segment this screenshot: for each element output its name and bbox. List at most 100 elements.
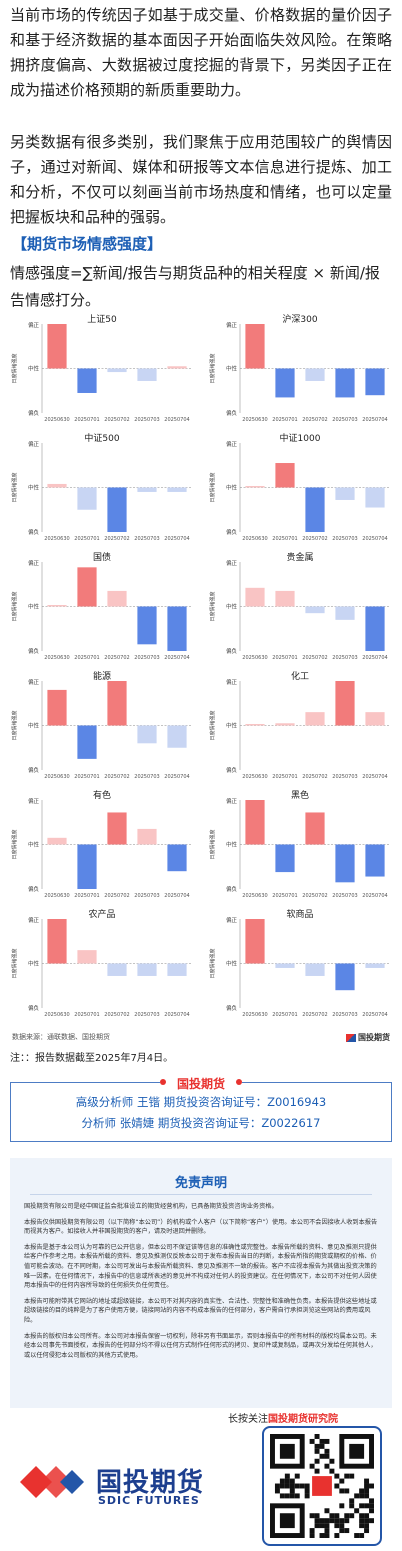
bar bbox=[47, 919, 67, 964]
analyst-header-title: 国投期货 bbox=[176, 1077, 225, 1091]
qr-module bbox=[324, 1438, 330, 1444]
y-tick-bottom: 偏负 bbox=[28, 647, 40, 655]
qr-module bbox=[314, 1518, 320, 1524]
y-tick-top: 偏正 bbox=[226, 797, 238, 805]
bar bbox=[335, 844, 355, 883]
bar bbox=[275, 963, 295, 968]
x-tick-label: 20250703 bbox=[332, 1012, 357, 1018]
qr-module bbox=[319, 1523, 325, 1529]
chart-panel: 偏正 中性 偏负 日度情绪强度 20250630 20250701 20250702 2025… bbox=[206, 667, 394, 783]
chart-title: 农产品 bbox=[88, 910, 116, 920]
y-axis-title: 日度情绪强度 bbox=[209, 591, 216, 621]
bar bbox=[335, 368, 355, 398]
qr-module bbox=[339, 1528, 345, 1534]
chart-title: 贵金属 bbox=[286, 553, 314, 563]
brand-diamond-icon bbox=[20, 1466, 84, 1498]
qr-module bbox=[359, 1513, 365, 1519]
qr-module bbox=[364, 1478, 370, 1484]
bar bbox=[77, 844, 97, 889]
bar bbox=[47, 689, 67, 726]
dot-left-icon bbox=[160, 1079, 166, 1085]
bar bbox=[107, 487, 127, 532]
bar bbox=[335, 681, 355, 726]
qr-module bbox=[344, 1528, 350, 1534]
qr-module bbox=[309, 1438, 315, 1444]
x-tick-label: 20250702 bbox=[302, 536, 327, 542]
chart-panel: 偏正 中性 偏负 日度情绪强度 20250630 20250701 20250702 2025… bbox=[8, 310, 196, 426]
bar bbox=[137, 606, 157, 645]
footer: 长按关注国投期货研究院 国投期货 SDIC FUTURES bbox=[0, 1410, 402, 1551]
qr-module bbox=[354, 1533, 360, 1538]
qr-module bbox=[334, 1533, 340, 1538]
qr-module bbox=[329, 1518, 335, 1524]
bar bbox=[107, 681, 127, 726]
x-tick-label: 20250701 bbox=[272, 536, 297, 542]
x-tick-label: 20250703 bbox=[134, 774, 159, 780]
x-tick-label: 20250630 bbox=[44, 893, 69, 899]
y-tick-mid: 中性 bbox=[226, 365, 238, 373]
bar bbox=[137, 368, 157, 381]
qr-module bbox=[294, 1483, 300, 1489]
qr-module bbox=[369, 1483, 374, 1489]
x-tick-label: 20250630 bbox=[242, 1012, 267, 1018]
chart-panel: 偏正 中性 偏负 日度情绪强度 20250630 20250701 20250702 2025… bbox=[206, 548, 394, 664]
qr-module bbox=[349, 1498, 355, 1504]
chart-title: 上证50 bbox=[87, 315, 117, 325]
chart-panel: 偏正 中性 偏负 日度情绪强度 20250630 20250701 20250702 2025… bbox=[206, 905, 394, 1021]
qr-module bbox=[314, 1448, 320, 1454]
x-tick-label: 20250701 bbox=[272, 655, 297, 661]
analyst-senior: 高级分析师 王锴 期货投资咨询证号：Z0016943 bbox=[75, 1095, 327, 1109]
qr-module bbox=[344, 1518, 350, 1524]
chart-panel: 偏正 中性 偏负 日度情绪强度 20250630 20250701 20250702 2025… bbox=[206, 310, 394, 426]
bar bbox=[107, 963, 127, 976]
qr-module bbox=[284, 1473, 290, 1479]
x-tick-label: 20250702 bbox=[302, 655, 327, 661]
qr-module bbox=[364, 1483, 370, 1489]
qr-module bbox=[289, 1478, 295, 1484]
chart-panel: 偏正 中性 偏负 日度情绪强度 20250630 20250701 20250702 2025… bbox=[8, 667, 196, 783]
qr-module bbox=[364, 1523, 370, 1529]
x-tick-label: 20250704 bbox=[362, 893, 387, 899]
bar bbox=[275, 723, 295, 726]
y-axis-title: 日度情绪强度 bbox=[11, 591, 18, 621]
x-tick-label: 20250702 bbox=[104, 1012, 129, 1018]
y-tick-top: 偏正 bbox=[28, 797, 40, 805]
qr-module bbox=[324, 1523, 330, 1529]
y-tick-top: 偏正 bbox=[28, 321, 40, 329]
x-tick-label: 20250630 bbox=[242, 417, 267, 423]
analyst-box: 高级分析师 王锴 期货投资咨询证号：Z0016943 分析师 张婧婕 期货投资咨… bbox=[10, 1082, 392, 1142]
intro-paragraph-2: 另类数据有很多类别，我们聚焦于应用范围较广的舆情因子，通过对新闻、媒体和研报等文… bbox=[10, 133, 392, 226]
chart-title: 化工 bbox=[290, 672, 309, 682]
y-axis-title: 日度情绪强度 bbox=[209, 948, 216, 978]
x-tick-label: 20250701 bbox=[74, 1012, 99, 1018]
bar bbox=[77, 725, 97, 759]
qr-code-icon[interactable] bbox=[270, 1434, 374, 1538]
chart-panel: 偏正 中性 偏负 日度情绪强度 20250630 20250701 20250702 2025… bbox=[206, 429, 394, 545]
qr-module bbox=[354, 1508, 360, 1514]
x-tick-label: 20250630 bbox=[44, 1012, 69, 1018]
x-tick-label: 20250704 bbox=[362, 417, 387, 423]
qr-module bbox=[329, 1458, 335, 1464]
chart-title: 中证1000 bbox=[279, 434, 321, 444]
qr-module bbox=[364, 1493, 370, 1499]
qr-module bbox=[324, 1448, 330, 1454]
qr-module bbox=[314, 1513, 320, 1519]
qr-module bbox=[319, 1533, 325, 1538]
qr-module bbox=[304, 1483, 310, 1489]
qr-module bbox=[274, 1488, 280, 1494]
y-tick-bottom: 偏负 bbox=[28, 1004, 40, 1012]
bar bbox=[305, 606, 325, 614]
x-tick-label: 20250702 bbox=[104, 655, 129, 661]
bar bbox=[335, 963, 355, 991]
bar bbox=[365, 606, 385, 651]
disclaimer-divider bbox=[30, 1194, 372, 1195]
qr-module bbox=[364, 1513, 370, 1519]
qr-module bbox=[279, 1493, 285, 1499]
sentiment-formula: 情感强度=∑新闻/报告与期货品种的相关程度 × 新闻/报告情感打分。 bbox=[10, 264, 380, 309]
x-tick-label: 20250630 bbox=[242, 655, 267, 661]
x-tick-label: 20250704 bbox=[362, 655, 387, 661]
